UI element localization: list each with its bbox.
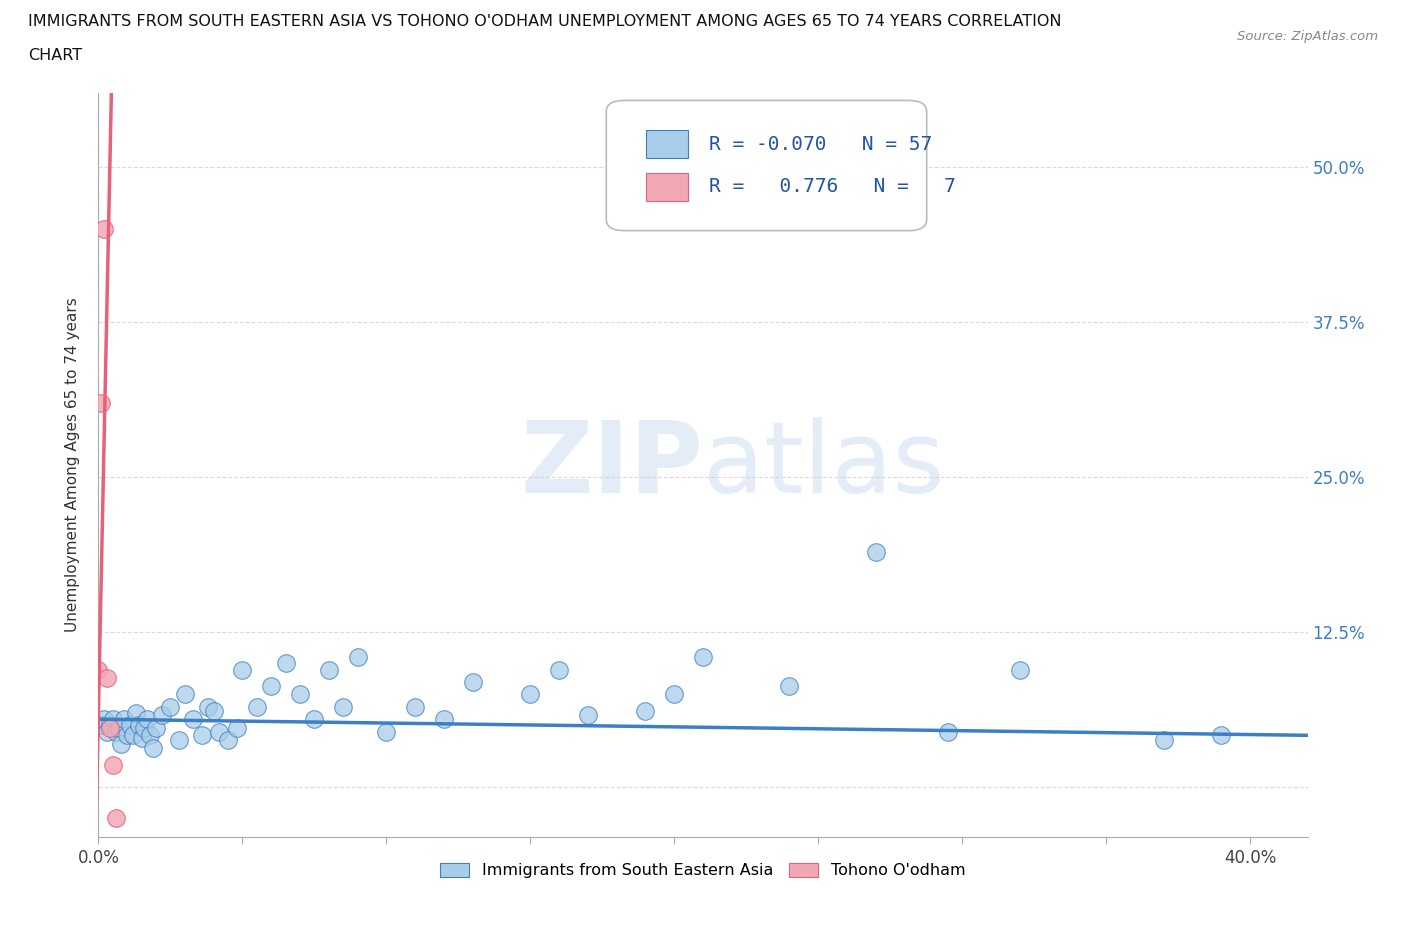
Point	[142, 740, 165, 755]
Point	[692, 650, 714, 665]
Point	[183, 711, 205, 726]
Point	[865, 544, 887, 559]
Point	[664, 687, 686, 702]
Point	[107, 721, 129, 736]
Point	[778, 678, 800, 693]
Point	[128, 718, 150, 733]
Point	[112, 711, 135, 726]
Point	[332, 699, 354, 714]
Point	[375, 724, 398, 739]
Y-axis label: Unemployment Among Ages 65 to 74 years: Unemployment Among Ages 65 to 74 years	[65, 298, 80, 632]
Point	[96, 671, 118, 685]
Point	[634, 703, 657, 718]
Text: atlas: atlas	[703, 417, 945, 513]
Point	[936, 724, 959, 739]
Point	[90, 718, 112, 733]
Point	[260, 678, 283, 693]
Point	[87, 662, 110, 677]
Text: CHART: CHART	[28, 48, 82, 63]
Point	[93, 222, 115, 237]
Point	[122, 728, 145, 743]
Point	[139, 728, 162, 743]
Legend: Immigrants from South Eastern Asia, Tohono O'odham: Immigrants from South Eastern Asia, Toho…	[434, 857, 972, 884]
Point	[98, 718, 121, 733]
Point	[304, 711, 326, 726]
Point	[1211, 728, 1233, 743]
Text: R = -0.070   N = 57: R = -0.070 N = 57	[709, 135, 932, 153]
Point	[433, 711, 456, 726]
Point	[93, 711, 115, 726]
Point	[197, 699, 219, 714]
Point	[90, 395, 112, 410]
Point	[173, 687, 195, 702]
Point	[101, 711, 124, 726]
Bar	[647, 130, 689, 158]
Text: Source: ZipAtlas.com: Source: ZipAtlas.com	[1237, 30, 1378, 43]
Point	[208, 724, 231, 739]
Text: ZIP: ZIP	[520, 417, 703, 513]
Point	[318, 662, 340, 677]
Point	[288, 687, 311, 702]
Point	[548, 662, 571, 677]
Point	[519, 687, 541, 702]
Point	[225, 721, 247, 736]
Text: IMMIGRANTS FROM SOUTH EASTERN ASIA VS TOHONO O'ODHAM UNEMPLOYMENT AMONG AGES 65 : IMMIGRANTS FROM SOUTH EASTERN ASIA VS TO…	[28, 14, 1062, 29]
Point	[191, 728, 214, 743]
Point	[246, 699, 269, 714]
Point	[145, 721, 167, 736]
Point	[202, 703, 225, 718]
Point	[98, 721, 121, 736]
Point	[404, 699, 426, 714]
Point	[131, 730, 153, 745]
Bar	[647, 173, 689, 201]
Point	[576, 708, 599, 723]
Point	[87, 718, 110, 733]
Point	[150, 708, 173, 723]
Point	[101, 758, 124, 773]
Point	[1153, 733, 1175, 748]
Point	[104, 811, 127, 826]
Point	[274, 656, 297, 671]
Point	[125, 706, 148, 721]
Point	[134, 721, 156, 736]
Point	[115, 728, 138, 743]
Point	[461, 674, 484, 689]
Point	[96, 724, 118, 739]
Point	[217, 733, 239, 748]
Point	[231, 662, 253, 677]
Point	[104, 724, 127, 739]
Point	[1008, 662, 1031, 677]
Text: R =   0.776   N =   7: R = 0.776 N = 7	[709, 178, 956, 196]
Point	[346, 650, 368, 665]
Point	[167, 733, 190, 748]
Point	[136, 711, 159, 726]
Point	[159, 699, 181, 714]
FancyBboxPatch shape	[606, 100, 927, 231]
Point	[110, 737, 132, 751]
Point	[120, 718, 142, 733]
